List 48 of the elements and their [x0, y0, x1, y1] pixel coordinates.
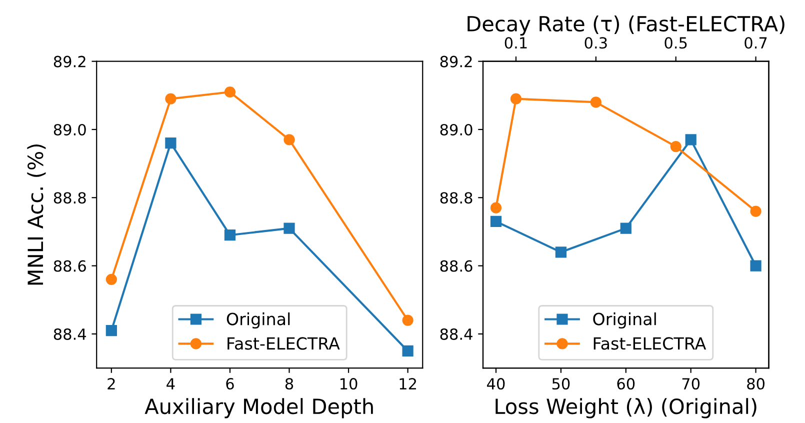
point	[224, 86, 236, 98]
y-tick-label: 89.0	[440, 124, 472, 136]
x-tick-label: 4	[166, 378, 175, 390]
point	[685, 134, 696, 146]
y-axis-title: MNLI Acc. (%)	[27, 144, 46, 285]
x-tick-label: 70	[682, 378, 700, 390]
y-tick-label: 88.6	[54, 260, 86, 272]
y-tick-label: 89.2	[54, 56, 86, 68]
point	[224, 230, 236, 241]
legend-label: Original	[226, 312, 290, 329]
point	[165, 138, 176, 149]
legend-label: Fast-ELECTRA	[228, 337, 340, 350]
point	[284, 222, 295, 234]
x2-tick-label: 0.5	[664, 37, 687, 49]
x2-tick-label: 0.7	[744, 37, 767, 49]
x-tick-label: 2	[108, 378, 115, 390]
y-tick-label: 88.4	[54, 328, 86, 340]
x-tick-label: 8	[285, 378, 294, 390]
x-tick-label: 40	[487, 378, 505, 390]
point	[402, 345, 414, 357]
legend-label: Original	[593, 312, 656, 329]
point	[490, 216, 502, 228]
y-tick-label: 88.8	[440, 192, 472, 204]
y-tick-label: 89.2	[440, 56, 472, 68]
point	[555, 246, 566, 258]
x2-tick-label: 0.3	[584, 37, 607, 49]
x2-axis-title: Decay Rate (τ) (Fast-ELECTRA)	[468, 15, 784, 36]
x-axis-title: Loss Weight (λ) (Original)	[496, 398, 756, 418]
point	[106, 274, 117, 285]
point	[165, 93, 176, 104]
x-tick-label: 10	[340, 378, 358, 390]
x2-tick-label: 0.1	[504, 37, 527, 49]
point	[750, 260, 762, 272]
y-tick-label: 88.6	[440, 260, 472, 272]
point	[620, 222, 632, 234]
legend-label: Fast-ELECTRA	[594, 337, 706, 350]
x-tick-label: 50	[552, 378, 570, 390]
point	[284, 134, 295, 146]
x-tick-label: 80	[747, 378, 764, 390]
x-tick-label: 6	[226, 378, 234, 390]
y-tick-label: 88.4	[440, 328, 472, 340]
y-tick-label: 89.0	[54, 124, 86, 136]
x-tick-label: 12	[400, 378, 416, 390]
x-axis-title: Auxiliary Model Depth	[144, 398, 373, 418]
x-tick-label: 60	[617, 378, 635, 390]
point	[106, 324, 117, 336]
y-tick-label: 88.8	[54, 192, 86, 204]
point	[402, 314, 414, 326]
